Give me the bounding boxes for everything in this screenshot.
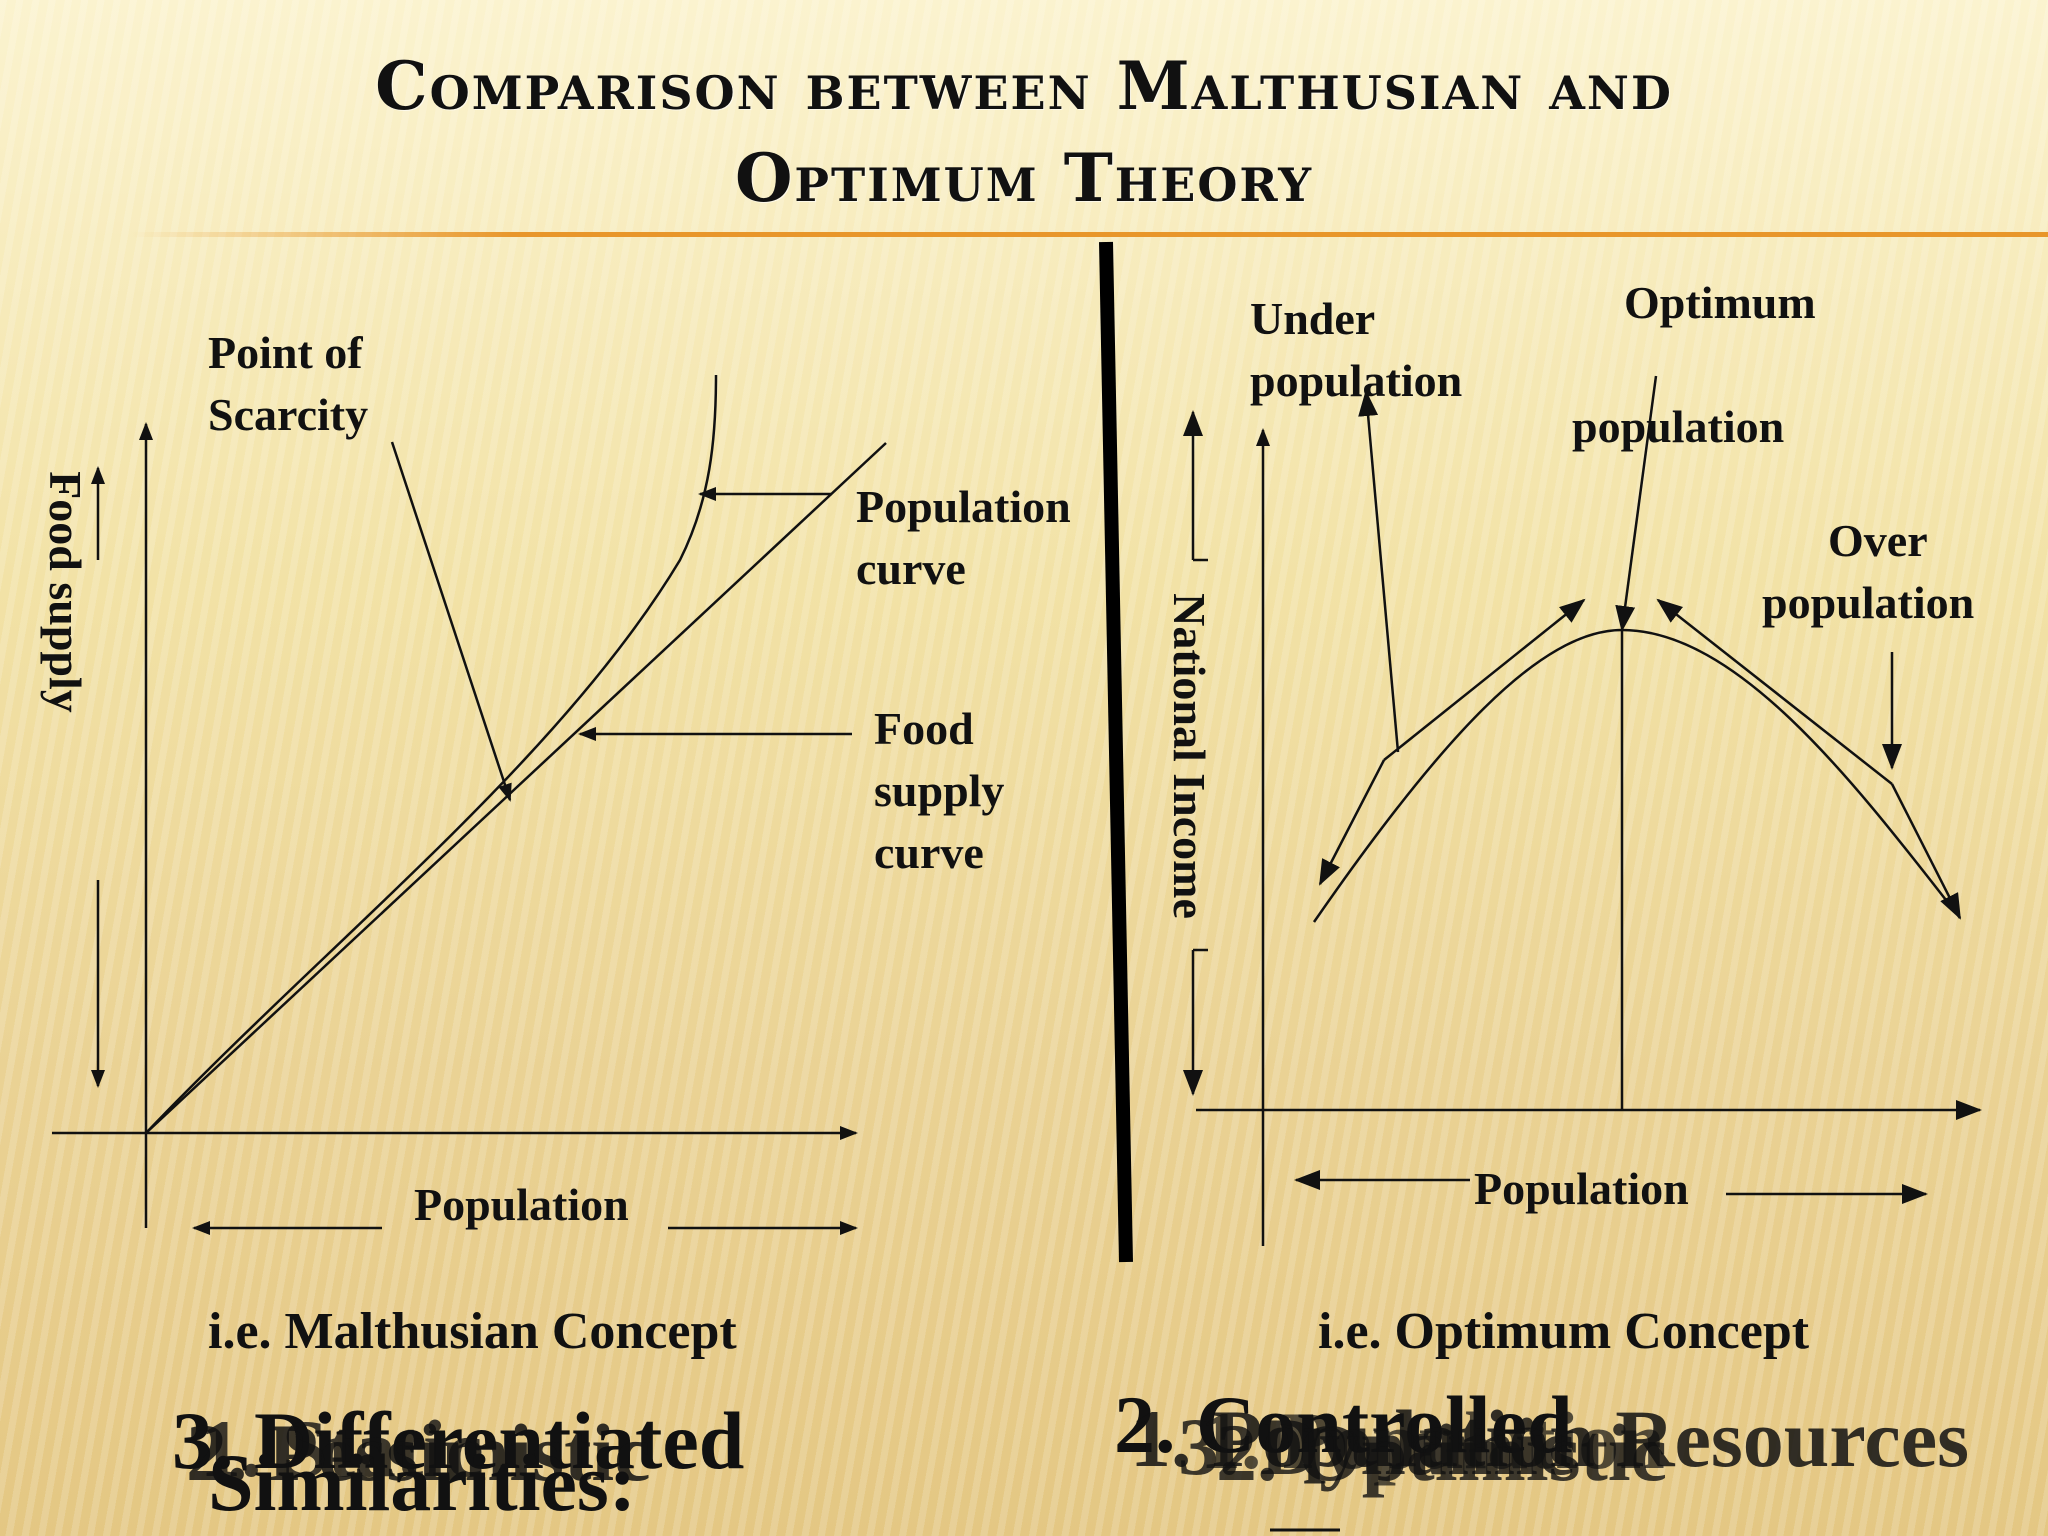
optimum-diagram [1183, 375, 1982, 1246]
right-x-label: Population [1474, 1163, 1689, 1214]
title-line-1: Comparison between Malthusian and [375, 47, 1673, 125]
malthusian-caption: i.e. Malthusian Concept [208, 1303, 737, 1360]
under-population-label-2: population [1250, 355, 1462, 406]
right-y-label: National Income [1164, 593, 1215, 919]
scarcity-pointer [390, 441, 512, 802]
right-overlap-layer-5: 1. Population [1200, 1395, 1665, 1486]
left-overlap-layer-2: 2. Pessimistic [186, 1407, 651, 1498]
scarcity-label-1: Point of [208, 327, 363, 378]
slide-title: Comparison between Malthusian and Optimu… [0, 40, 2048, 224]
food-supply-label-3: curve [874, 827, 984, 878]
optimum-pointer [1615, 375, 1658, 632]
right-overlap-layer-4: 2. Optimistic [1216, 1407, 1667, 1498]
food-supply-label-1: Food [874, 703, 974, 754]
left-overlap-layer-3: 1. Static [200, 1403, 483, 1494]
right-overlap-layer-1: 2. Controlled [1114, 1379, 1573, 1470]
bottom-arrow-fragment [1270, 1528, 1340, 1532]
left-labels: Point of Scarcity Population curve Food … [40, 327, 1071, 1360]
optimum-label: Optimum [1624, 277, 1816, 328]
right-overlap-layer-3: 3. Dynamic [1178, 1401, 1575, 1492]
left-overlap-layer-1: 3. Differentiated [172, 1395, 745, 1486]
optimum-caption: i.e. Optimum Concept [1318, 1303, 1810, 1360]
over-population-rise-arrow [1656, 598, 1893, 785]
over-population-fall-arrow [1890, 783, 1962, 920]
center-divider [1099, 241, 1133, 1263]
under-population-growth-arrow [1383, 598, 1586, 761]
food-supply-label-2: supply [874, 765, 1004, 816]
right-labels: Under population Optimum population Over… [1164, 277, 1974, 1360]
population-curve-label-2: curve [856, 543, 966, 594]
scarcity-label-2: Scarcity [208, 389, 368, 440]
under-population-pointer [1358, 390, 1400, 753]
left-y-label: Food supply [40, 471, 91, 713]
under-population-decline-arrow [1318, 759, 1386, 886]
population-curve-label-1: Population [856, 481, 1071, 532]
left-overlap-layer-4: Similarities: [208, 1437, 637, 1528]
under-population-label-1: Under [1250, 293, 1375, 344]
left-x-label: Population [414, 1179, 629, 1230]
over-population-label-1: Over [1828, 515, 1928, 566]
malthusian-diagram [52, 374, 887, 1235]
income-curve [1312, 628, 1961, 923]
title-line-2: Optimum Theory [734, 139, 1314, 217]
title-underline [130, 232, 2048, 237]
food-supply-line [145, 442, 887, 1134]
right-overlap-layer-2: 1. Population Resources [1130, 1393, 1970, 1484]
optimum-population-label: population [1572, 401, 1784, 452]
population-curve [145, 374, 718, 1134]
over-population-label-2: population [1762, 577, 1974, 628]
